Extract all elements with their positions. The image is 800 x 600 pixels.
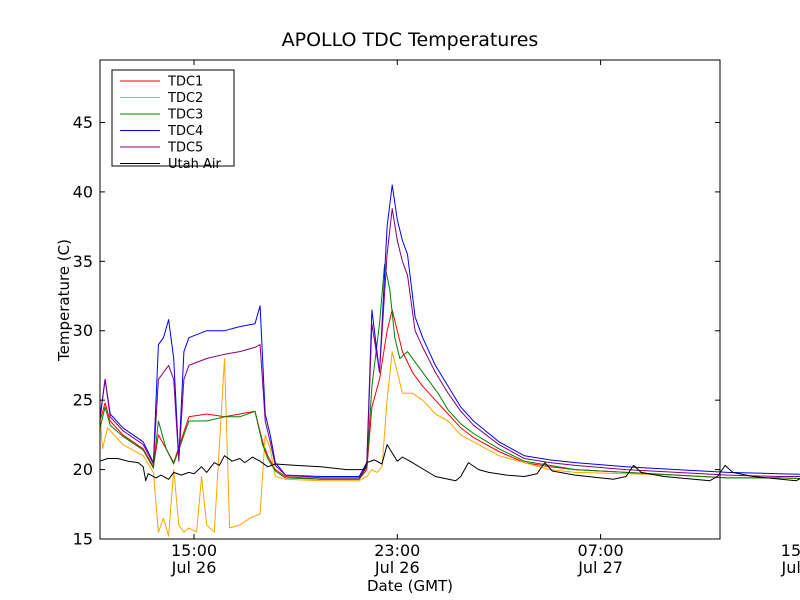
legend-entry-label: Utah Air	[168, 157, 221, 172]
x-tick-time-label: 15:00	[781, 541, 800, 560]
series-line-utah-air	[99, 444, 800, 482]
legend-entry-label: TDC2	[167, 91, 203, 106]
series-line-tdc2	[99, 351, 800, 537]
y-tick-label: 40	[73, 182, 93, 201]
x-tick-date-label: Jul 26	[171, 558, 217, 577]
x-tick-time-label: 15:00	[171, 541, 217, 560]
y-tick-label: 30	[73, 321, 93, 340]
legend-entry-label: TDC1	[167, 75, 203, 90]
series-line-tdc3	[99, 263, 800, 480]
plot-frame	[99, 59, 721, 540]
y-axis-label: Temperature (C)	[55, 239, 73, 362]
x-tick-date-label: Jul 26	[374, 558, 420, 577]
legend-entry-label: TDC3	[167, 108, 203, 123]
y-tick-label: 25	[73, 391, 93, 410]
x-tick-date-label: Jul 27	[577, 558, 623, 577]
x-axis-label: Date (GMT)	[367, 577, 453, 595]
x-tick-date-label: Jul 27	[780, 558, 800, 577]
legend-entry-label: TDC4	[167, 124, 203, 139]
x-tick-time-label: 07:00	[578, 541, 624, 560]
y-tick-label: 35	[73, 252, 93, 271]
legend-entry-label: TDC5	[167, 141, 203, 156]
chart-title: APOLLO TDC Temperatures	[282, 29, 539, 51]
y-tick-label: 20	[73, 460, 93, 479]
x-tick-time-label: 23:00	[374, 541, 420, 560]
series-line-tdc1	[99, 309, 800, 480]
y-tick-label: 45	[73, 113, 93, 132]
series-layer	[99, 184, 800, 537]
legend-frame	[111, 69, 235, 167]
y-tick-label: 15	[73, 530, 93, 549]
series-line-tdc5	[99, 208, 800, 479]
